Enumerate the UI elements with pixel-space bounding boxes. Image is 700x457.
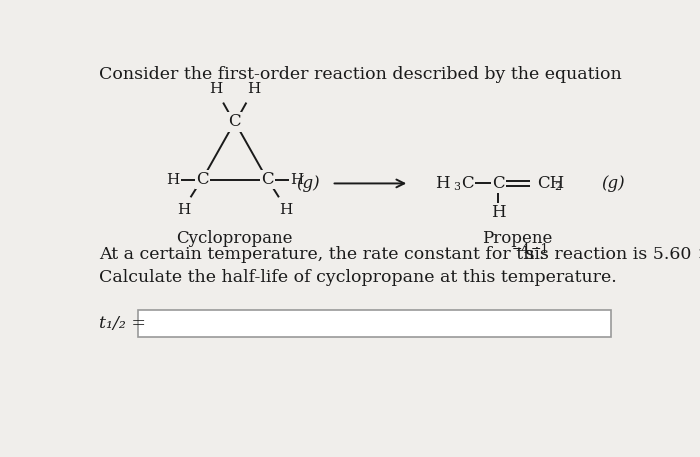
- Text: C: C: [461, 175, 474, 192]
- Text: H: H: [177, 203, 190, 218]
- Text: Propene: Propene: [482, 229, 553, 247]
- Text: At a certain temperature, the rate constant for this reaction is 5.60 × 10: At a certain temperature, the rate const…: [99, 246, 700, 263]
- Text: CH: CH: [537, 175, 564, 192]
- Text: C: C: [228, 113, 241, 130]
- Text: H: H: [491, 204, 505, 221]
- Text: 2: 2: [554, 181, 561, 191]
- FancyBboxPatch shape: [138, 310, 610, 337]
- Text: H: H: [435, 175, 449, 192]
- Text: H: H: [166, 173, 179, 186]
- Text: (g): (g): [601, 175, 625, 192]
- Text: Consider the first-order reaction described by the equation: Consider the first-order reaction descri…: [99, 66, 622, 83]
- Text: s: s: [520, 246, 535, 263]
- Text: (g): (g): [297, 175, 320, 192]
- Text: Calculate the half-life of cyclopropane at this temperature.: Calculate the half-life of cyclopropane …: [99, 269, 617, 286]
- Text: C: C: [492, 175, 505, 192]
- Text: C: C: [261, 171, 274, 188]
- Text: C: C: [196, 171, 209, 188]
- Text: .: .: [538, 246, 544, 263]
- Text: t₁/₂ =: t₁/₂ =: [99, 315, 146, 332]
- Text: −1: −1: [531, 243, 550, 256]
- Text: Cyclopropane: Cyclopropane: [176, 229, 293, 247]
- Text: H: H: [246, 83, 260, 96]
- Text: H: H: [279, 203, 293, 218]
- Text: H: H: [209, 83, 223, 96]
- Text: H: H: [290, 173, 303, 186]
- Text: 3: 3: [454, 181, 461, 191]
- Text: −4: −4: [512, 243, 531, 256]
